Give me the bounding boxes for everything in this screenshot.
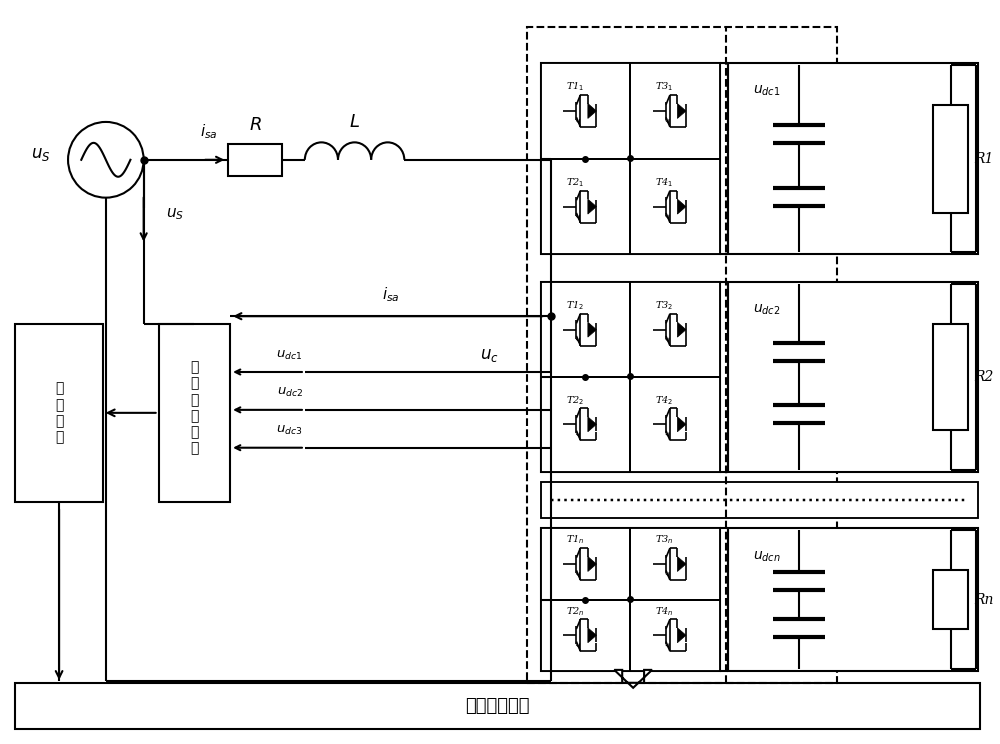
Text: $L$: $L$: [349, 113, 360, 131]
Text: T4$_n$: T4$_n$: [655, 605, 674, 618]
Text: $i_{sa}$: $i_{sa}$: [200, 123, 217, 141]
Text: $u_{dc2}$: $u_{dc2}$: [277, 386, 303, 400]
Bar: [728, 282, 978, 472]
Bar: [541, 158, 630, 254]
Bar: [933, 570, 968, 629]
Text: T2$_2$: T2$_2$: [566, 394, 584, 406]
Text: 控
制
模
块: 控 制 模 块: [55, 382, 63, 444]
Bar: [630, 63, 720, 158]
Bar: [630, 377, 720, 472]
Text: $i_{sa}$: $i_{sa}$: [382, 285, 399, 304]
Bar: [15, 324, 103, 501]
Text: T1$_2$: T1$_2$: [566, 299, 584, 312]
Text: T3$_2$: T3$_2$: [655, 299, 673, 312]
Text: R1: R1: [974, 152, 994, 166]
Bar: [933, 105, 968, 213]
Text: T3$_n$: T3$_n$: [655, 533, 674, 546]
Text: $u_c$: $u_c$: [480, 347, 498, 364]
Bar: [630, 158, 720, 254]
Polygon shape: [677, 417, 686, 432]
Polygon shape: [588, 628, 596, 643]
Polygon shape: [588, 557, 596, 571]
Text: T2$_n$: T2$_n$: [566, 605, 584, 618]
Text: R2: R2: [974, 370, 994, 384]
Bar: [541, 63, 630, 158]
Text: $u_{dc3}$: $u_{dc3}$: [276, 424, 303, 437]
Text: T2$_1$: T2$_1$: [566, 176, 584, 189]
Text: $u_{dc2}$: $u_{dc2}$: [753, 303, 780, 318]
Bar: [541, 63, 720, 254]
Bar: [15, 683, 980, 728]
Text: 信
号
采
集
模
块: 信 号 采 集 模 块: [190, 360, 199, 455]
Bar: [541, 482, 978, 518]
Text: T3$_1$: T3$_1$: [655, 80, 674, 93]
Bar: [630, 528, 720, 600]
Polygon shape: [677, 628, 686, 643]
Bar: [630, 600, 720, 671]
Polygon shape: [588, 103, 596, 118]
Text: 载波相移模块: 载波相移模块: [466, 696, 530, 715]
Text: T1$_n$: T1$_n$: [566, 533, 584, 546]
Bar: [541, 377, 630, 472]
Bar: [541, 282, 720, 472]
Text: $u_S$: $u_S$: [31, 147, 51, 164]
Text: Rn: Rn: [974, 593, 994, 606]
Bar: [630, 282, 720, 377]
Polygon shape: [588, 322, 596, 337]
Text: $u_{dc1}$: $u_{dc1}$: [753, 84, 780, 98]
Bar: [728, 528, 978, 671]
Polygon shape: [588, 417, 596, 432]
Polygon shape: [677, 199, 686, 214]
Bar: [159, 324, 230, 501]
Bar: [228, 144, 282, 176]
Text: $u_{dcn}$: $u_{dcn}$: [753, 549, 780, 563]
Text: T1$_1$: T1$_1$: [566, 80, 584, 93]
Text: $R$: $R$: [249, 116, 261, 134]
Bar: [541, 600, 630, 671]
Polygon shape: [677, 103, 686, 118]
Text: $u_{dc1}$: $u_{dc1}$: [276, 348, 303, 362]
Text: T4$_2$: T4$_2$: [655, 394, 673, 406]
Text: $u_S$: $u_S$: [166, 207, 184, 222]
FancyArrow shape: [614, 670, 652, 687]
Polygon shape: [588, 199, 596, 214]
Text: T4$_1$: T4$_1$: [655, 176, 674, 189]
Bar: [541, 528, 630, 600]
Bar: [541, 528, 720, 671]
Polygon shape: [677, 557, 686, 571]
Bar: [728, 63, 978, 254]
Bar: [541, 282, 630, 377]
Polygon shape: [677, 322, 686, 337]
Bar: [527, 28, 837, 683]
Bar: [933, 324, 968, 430]
